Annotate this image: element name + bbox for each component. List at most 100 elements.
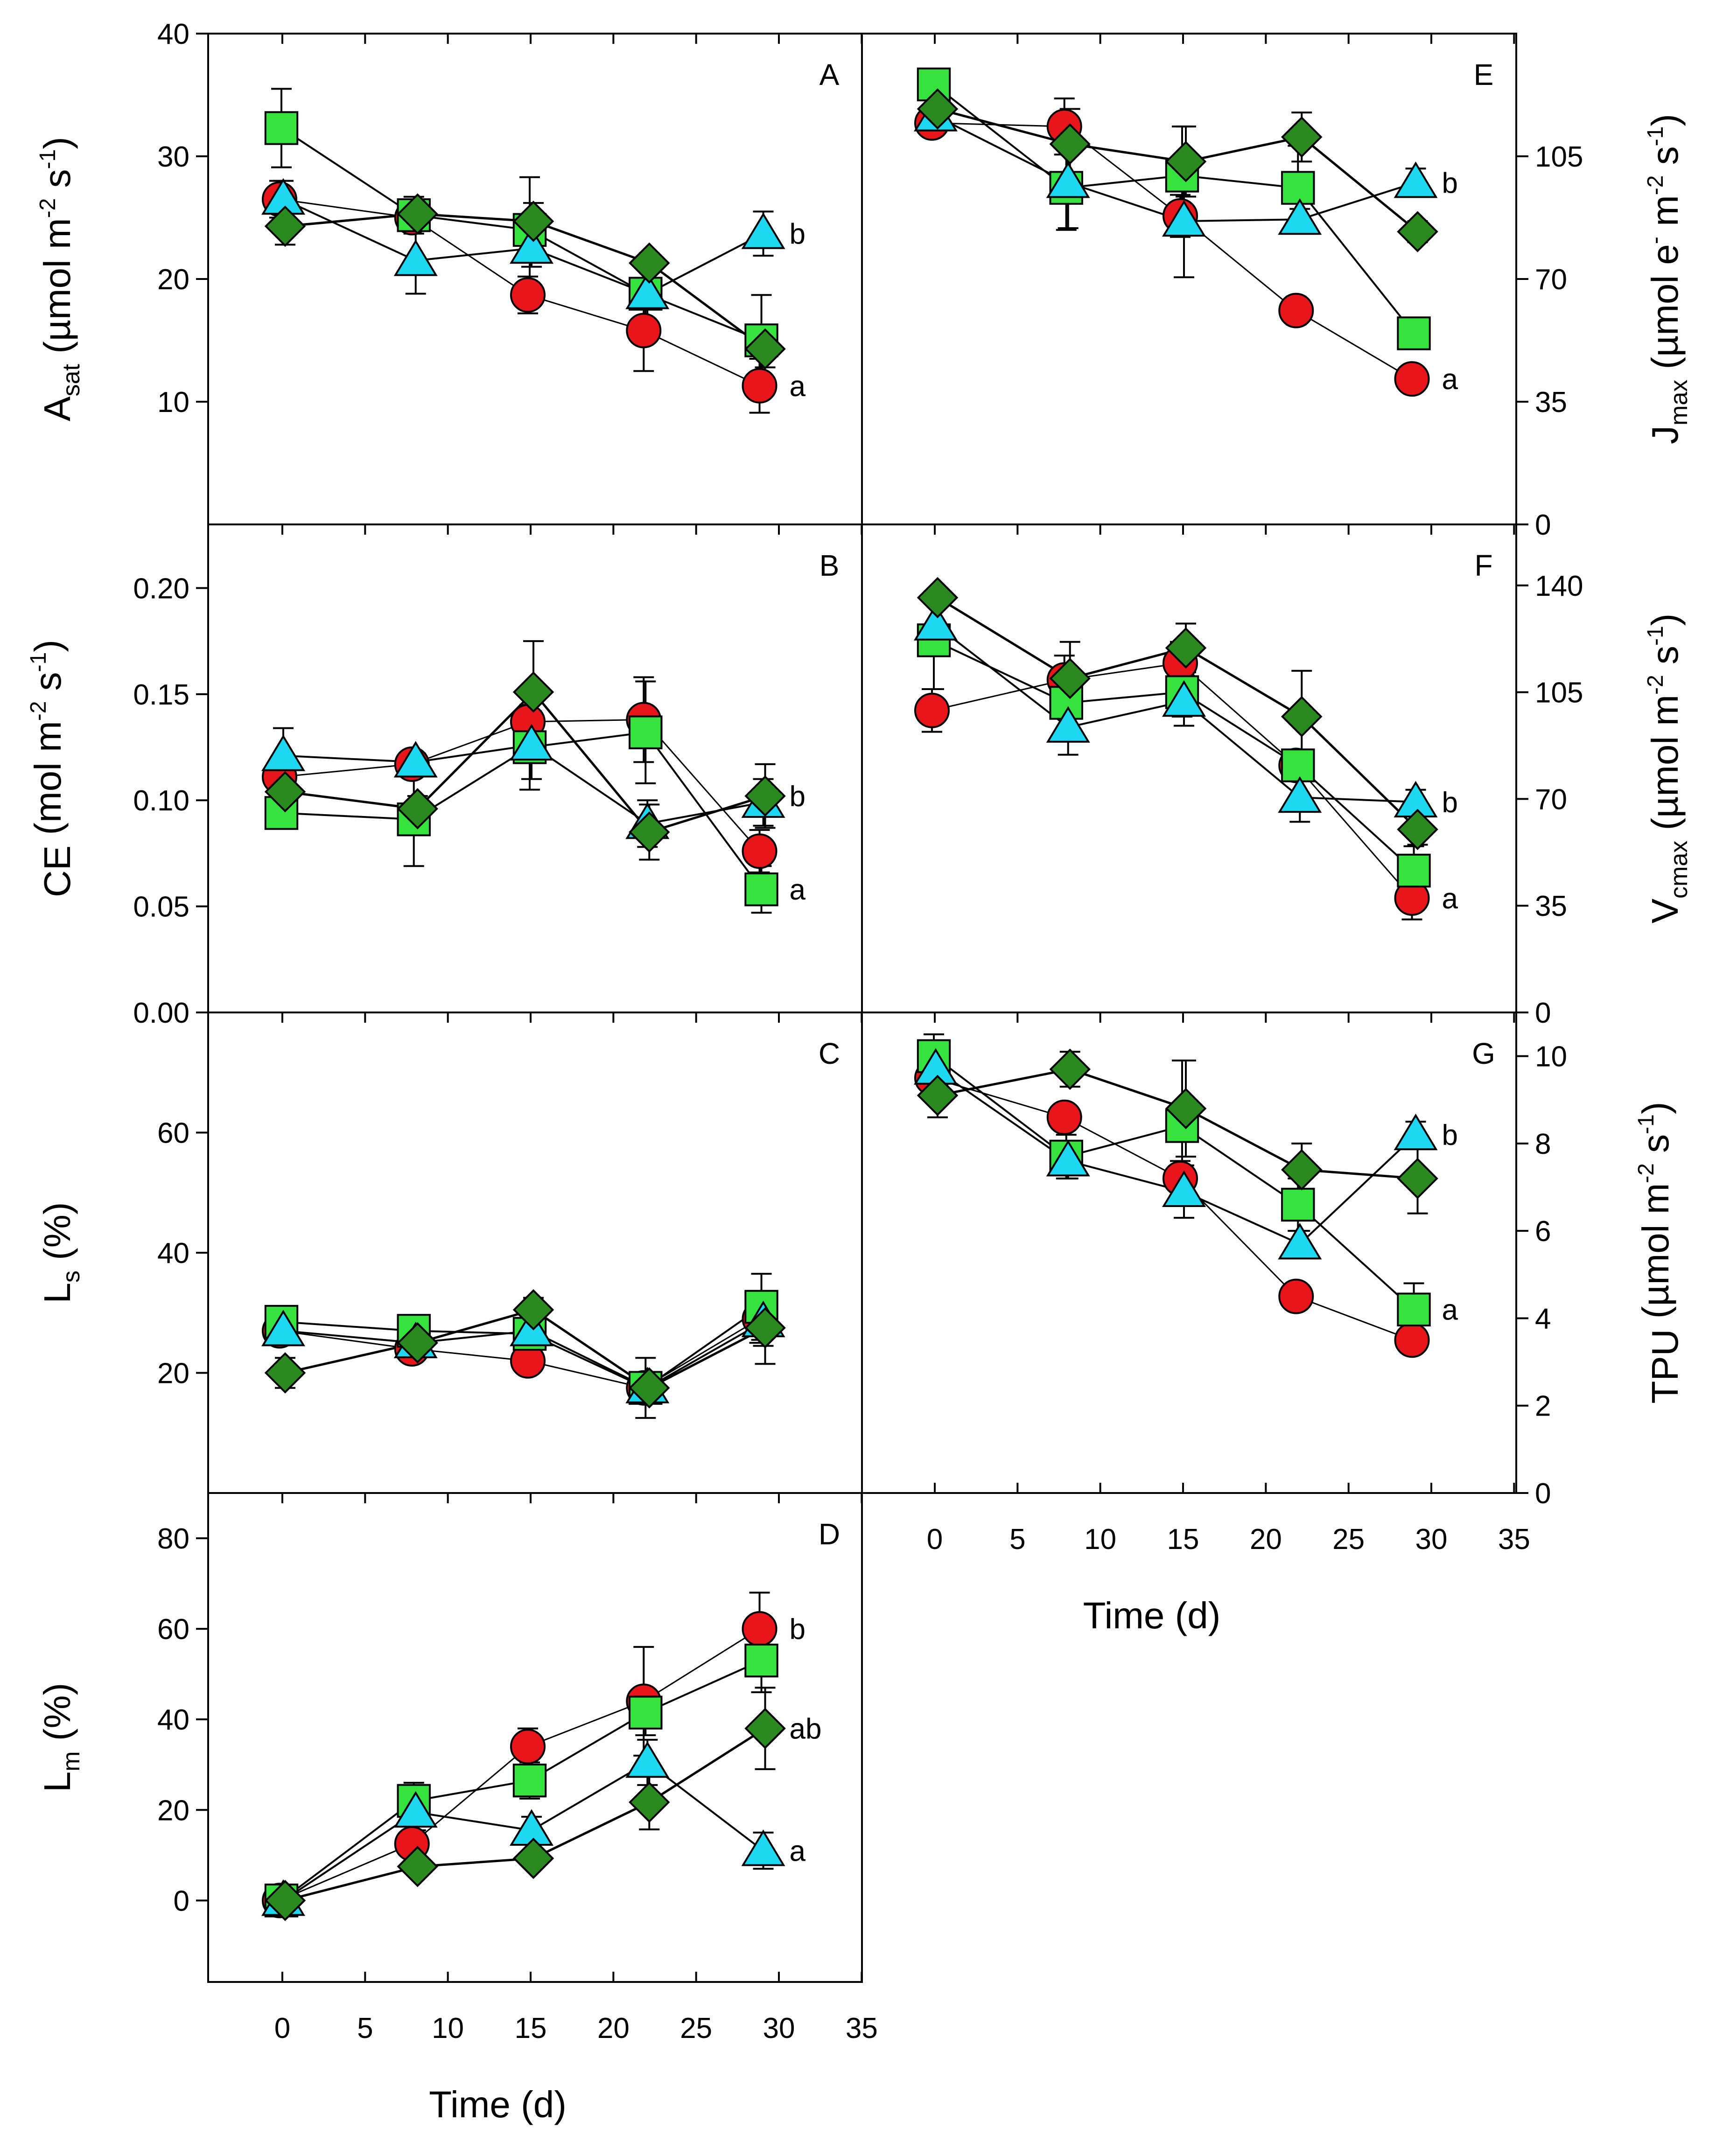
- panel-f-ytick-label: 70: [1535, 783, 1567, 816]
- panel-d-ytick-label: 0: [174, 1885, 189, 1917]
- panel-g-point-diamond-darkgreen: [1049, 1048, 1091, 1090]
- panel-d-annotation: b: [790, 1613, 805, 1646]
- panel-d-xtick-label: 5: [357, 2012, 373, 2044]
- panel-b-ytick-label: 0.10: [133, 785, 189, 817]
- panel-c-point-triangle-cyan: [261, 1310, 306, 1347]
- panel-b-y-title-end: ): [27, 640, 69, 652]
- panel-g-y-title-end: ): [1635, 1102, 1676, 1115]
- panel-g-y-title-mid: s: [1635, 1134, 1676, 1163]
- panel-g-xtick-label: 20: [1250, 1523, 1282, 1556]
- panel-g-ytick-label: 4: [1535, 1303, 1551, 1335]
- panel-f-y-title-sub: cmax: [1666, 841, 1693, 899]
- panel-f-point-diamond-darkgreen: [1281, 696, 1323, 738]
- panel-c-y-title-base: L: [36, 1283, 78, 1304]
- panel-g-point-triangle-cyan: [1394, 1113, 1438, 1151]
- panel-b-point-square-green: [744, 872, 778, 907]
- panel-b-point-diamond-darkgreen: [397, 788, 438, 830]
- panel-f-y-title-mid: s: [1644, 646, 1686, 675]
- panel-b-ytick-label: 0.20: [133, 572, 189, 605]
- panel-e-ytick-label: 0: [1535, 509, 1551, 541]
- panel-b-point-square-green: [629, 715, 663, 749]
- panel-f-y-title: Vcmax (µmol m-2 s-1): [1643, 614, 1693, 924]
- panel-c-point-diamond-darkgreen: [397, 1322, 438, 1364]
- panel-g-point-square-green: [1397, 1292, 1431, 1326]
- panel-d-xtick-label: 25: [680, 2012, 712, 2044]
- panel-c-point-diamond-darkgreen: [629, 1367, 670, 1409]
- panel-a-point-diamond-darkgreen: [512, 201, 554, 242]
- panel-b-annotation: b: [790, 781, 805, 813]
- panel-a-annotation: a: [790, 370, 806, 403]
- panel-d-y-title: Lm (%): [36, 1683, 85, 1792]
- panel-c-y-title-unit: (%): [36, 1202, 78, 1270]
- panel-a-point-square-green: [264, 111, 299, 145]
- panel-a-point-circle-red: [510, 277, 546, 313]
- panel-c-y-title-sub: s: [58, 1270, 85, 1283]
- panel-g-ytick-label: 0: [1535, 1478, 1551, 1510]
- panel-f-y-title-base: V: [1644, 898, 1686, 923]
- panel-f-y-title-end: ): [1644, 614, 1686, 626]
- panel-g-x-title: Time (d): [1083, 1595, 1221, 1636]
- panel-a-y-title-mid: s: [36, 169, 78, 198]
- panel-e-point-triangle-cyan: [1394, 161, 1438, 198]
- panel-g-point-circle-red: [1046, 1099, 1082, 1135]
- panel-e-point-diamond-darkgreen: [917, 88, 959, 130]
- panel-e-point-triangle-cyan: [1278, 198, 1322, 235]
- panel-b-y-title-sup1: -2: [26, 701, 51, 721]
- panel-d-ytick-label: 40: [157, 1704, 189, 1736]
- panel-g-annotation: a: [1442, 1294, 1458, 1326]
- panel-c-ytick-label: 60: [157, 1117, 189, 1150]
- panel-f-point-triangle-cyan: [1278, 776, 1322, 813]
- panel-f-ytick-label: 0: [1535, 997, 1551, 1029]
- panel-f-point-triangle-cyan: [913, 604, 958, 641]
- panel-d-y-title-sub: m: [58, 1751, 85, 1771]
- panel-e-y-title-sup1: -: [1643, 237, 1668, 244]
- panel-c-point-diamond-darkgreen: [264, 1352, 306, 1394]
- panel-d-point-triangle-cyan: [393, 1791, 438, 1828]
- panel-d-point-square-green: [512, 1763, 547, 1798]
- panel-a-point-diamond-darkgreen: [629, 242, 670, 284]
- panel-c-frame: [207, 1012, 863, 1494]
- panel-f-point-square-green: [1281, 748, 1315, 782]
- panel-d-xtick-label: 10: [432, 2012, 464, 2044]
- panel-d-y-title-unit: (%): [36, 1683, 78, 1751]
- panel-e-ytick-label: 35: [1535, 386, 1567, 419]
- panel-b-ytick-label: 0.00: [133, 997, 189, 1029]
- panel-g-xtick-label: 0: [927, 1523, 943, 1556]
- panel-e-ytick-label: 105: [1535, 141, 1583, 173]
- panel-f-ytick-label: 35: [1535, 890, 1567, 922]
- panel-c-ytick-label: 20: [157, 1358, 189, 1390]
- panel-b-point-triangle-cyan: [393, 741, 438, 778]
- panel-e-annotation: a: [1442, 363, 1458, 396]
- panel-g-point-diamond-darkgreen: [1281, 1149, 1323, 1191]
- panel-d-xtick-label: 20: [597, 2012, 630, 2044]
- panel-f-point-diamond-darkgreen: [917, 577, 959, 619]
- panel-g-point-diamond-darkgreen: [1397, 1158, 1438, 1200]
- panel-g-point-diamond-darkgreen: [1165, 1088, 1207, 1130]
- panel-e-point-square-green: [1397, 316, 1431, 350]
- panel-e-letter: E: [1474, 58, 1494, 91]
- panel-e-point-triangle-cyan: [1162, 200, 1206, 237]
- panel-b-point-triangle-cyan: [261, 734, 306, 771]
- panel-e-point-circle-red: [1394, 361, 1430, 397]
- panel-b-y-title-mid: s: [27, 672, 69, 701]
- panel-b-point-diamond-darkgreen: [512, 671, 554, 713]
- panel-d-ytick-label: 60: [157, 1613, 189, 1646]
- panel-g-frame: [861, 1012, 1517, 1494]
- panel-e-y-title-unit: (µmol e: [1644, 244, 1686, 380]
- panel-g-ytick-label: 10: [1535, 1041, 1567, 1073]
- panel-g-y-title-base: TPU: [1644, 1329, 1686, 1403]
- panel-a-ytick-label: 40: [157, 18, 189, 50]
- panel-e-frame: [861, 33, 1517, 525]
- panel-f-ytick-label: 105: [1535, 677, 1583, 709]
- panel-g-xtick-label: 15: [1167, 1523, 1199, 1556]
- panel-a-y-title: Asat (µmol m-2 s-1): [35, 137, 85, 421]
- panel-g-y-title-sup2: -1: [1634, 1114, 1659, 1134]
- panel-d-point-diamond-darkgreen: [629, 1781, 670, 1823]
- panel-f-point-circle-red: [914, 692, 950, 728]
- panel-d-annotation: ab: [790, 1713, 822, 1745]
- panel-e-ytick-label: 70: [1535, 264, 1567, 296]
- panel-e-point-diamond-darkgreen: [1165, 141, 1207, 182]
- panel-g-letter: G: [1472, 1037, 1495, 1070]
- panel-f-ytick-label: 140: [1535, 570, 1583, 602]
- panel-d-point-diamond-darkgreen: [397, 1846, 438, 1887]
